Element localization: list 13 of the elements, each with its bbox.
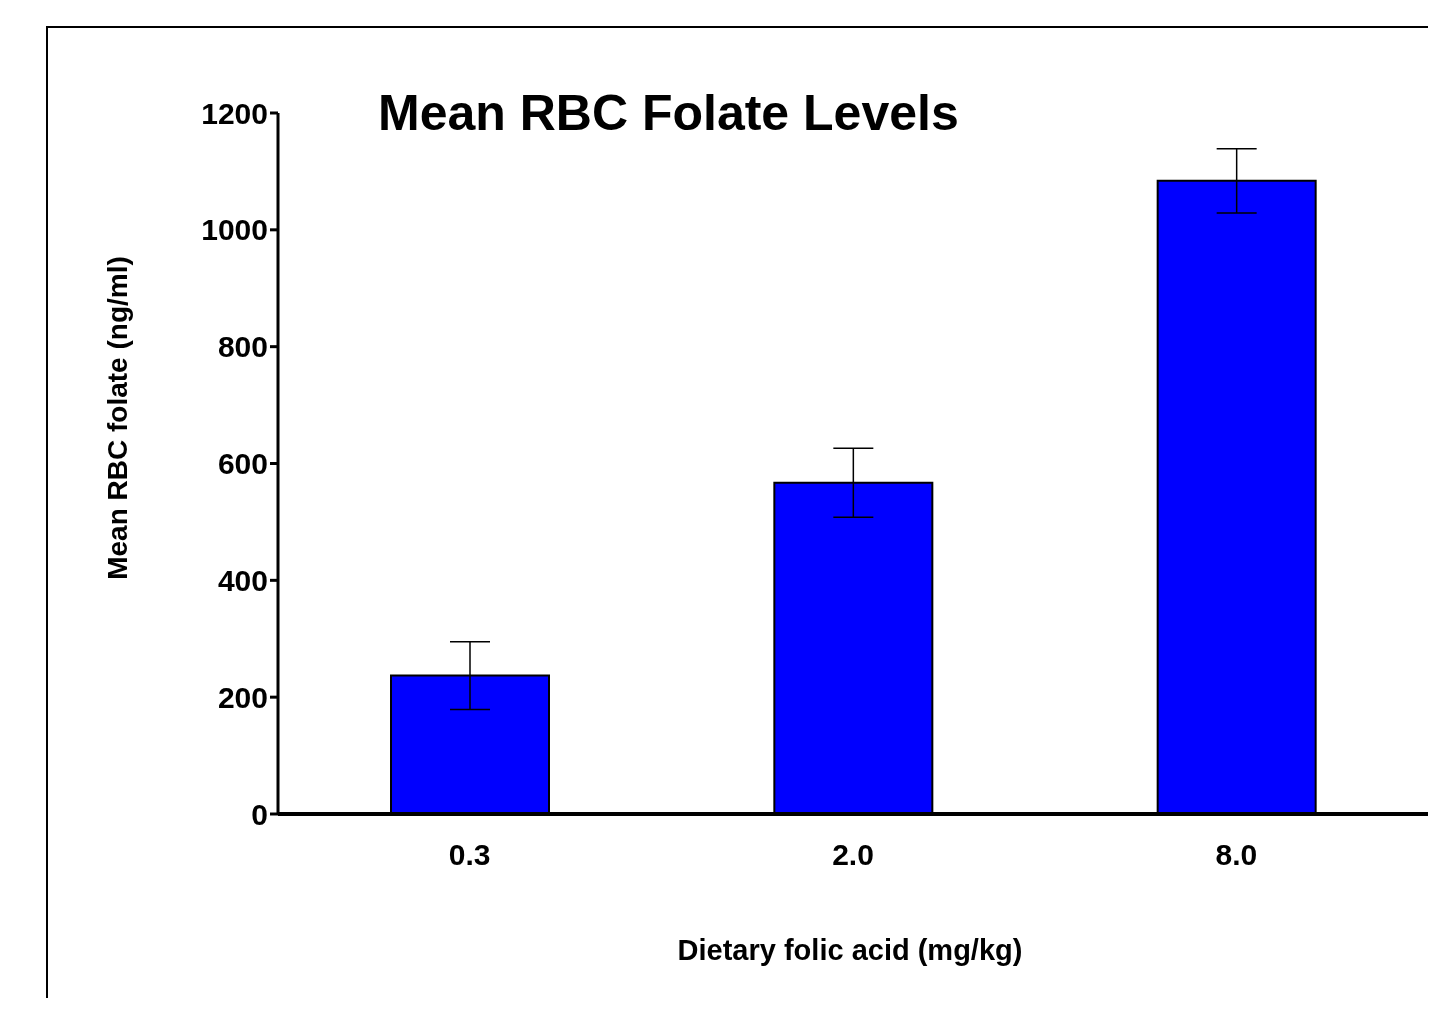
x-tick-label: 8.0 [1215, 838, 1258, 872]
y-axis-title: Mean RBC folate (ng/ml) [102, 256, 133, 580]
y-tick-label: 800 [217, 330, 268, 364]
y-tick-label: 400 [217, 563, 268, 597]
y-tick-label: 600 [217, 447, 268, 481]
x-tick-label: 2.0 [832, 838, 874, 872]
x-tick-label: 0.3 [448, 838, 491, 872]
y-tick-label: 0 [251, 797, 268, 831]
chart-title: Mean RBC Folate Levels [378, 85, 959, 141]
x-axis-title: Dietary folic acid (mg/kg) [677, 933, 1023, 966]
y-tick-label: 1000 [201, 213, 268, 247]
y-tick-label: 200 [217, 680, 268, 714]
y-tick-label: 1200 [201, 96, 268, 130]
